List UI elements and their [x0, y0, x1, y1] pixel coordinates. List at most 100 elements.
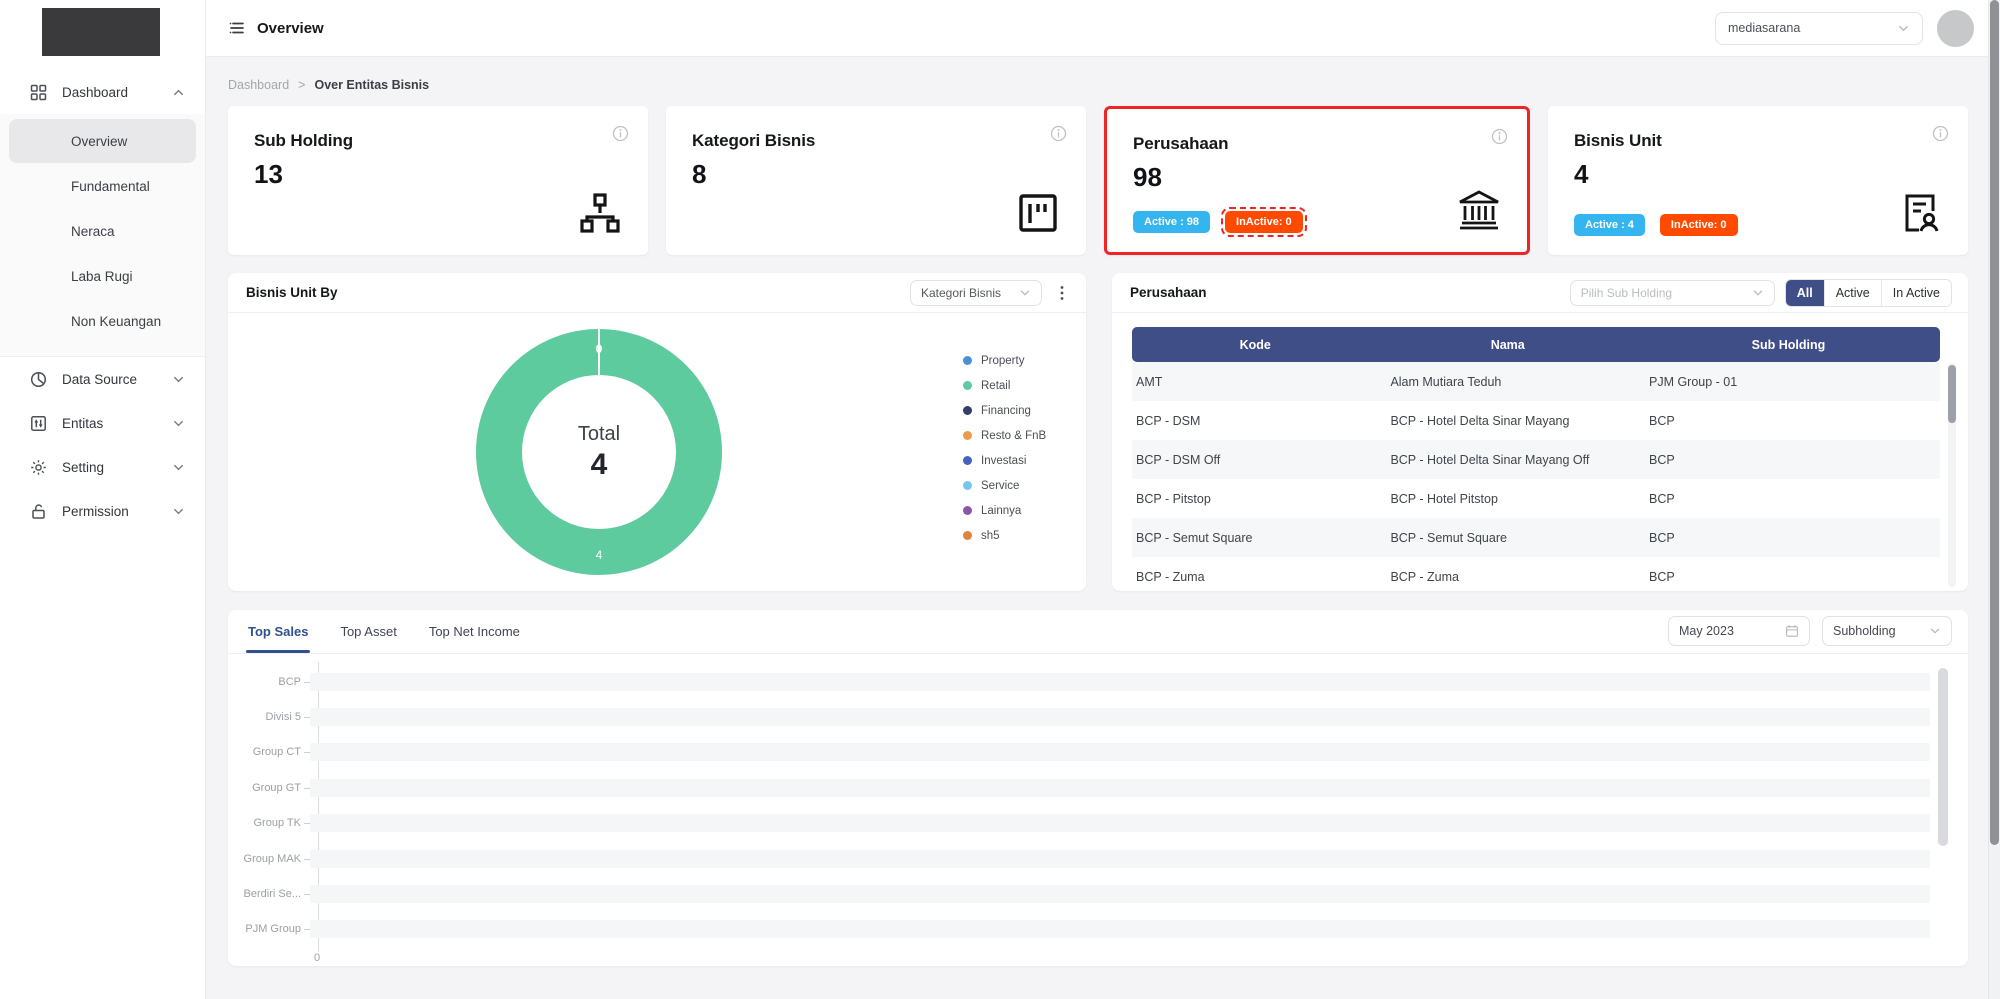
donut-chart: 0 4 Total 4 — [476, 329, 722, 575]
sidebar-item-overview[interactable]: Overview — [9, 119, 196, 163]
info-icon[interactable] — [1050, 125, 1067, 142]
gear-icon — [30, 459, 47, 476]
sidebar-item-fundamental[interactable]: Fundamental — [71, 178, 150, 194]
table-body: AMT Alam Mutiara Teduh PJM Group - 01 BCP -… — [1132, 362, 1940, 596]
table-cell: PJM Group - 01 — [1648, 374, 1738, 389]
avatar[interactable] — [1937, 9, 1974, 47]
tenant-select[interactable]: mediasarana — [1715, 11, 1923, 45]
table-row[interactable]: BCP - DSM BCP - Hotel Delta Sinar Mayang B… — [1132, 401, 1940, 440]
stat-card-value: 8 — [692, 159, 707, 189]
stat-cards-row: Sub Holding 13 Kategori Bisnis 8 Perusahaan 9… — [228, 106, 1968, 255]
active-badge: Active : 98 — [1133, 211, 1211, 233]
table-row[interactable]: BCP - Pitstop BCP - Hotel Pitstop BCP — [1132, 479, 1940, 518]
legend-item-lainnya[interactable]: Lainnya — [963, 503, 1046, 518]
y-axis-line — [318, 662, 319, 952]
legend-label: Financing — [981, 404, 1031, 417]
chart-legend: Property Retail Financing Resto & FnB Invest… — [963, 353, 1046, 543]
tab-top-asset[interactable]: Top Asset — [340, 624, 397, 639]
table-row[interactable]: BCP - Semut Square BCP - Semut Square BCP — [1132, 518, 1940, 557]
sidebar-item-label: Setting — [62, 459, 105, 475]
bar-chart: BCP Divisi 5 Group CT Group GT Group TK Group… — [228, 654, 1968, 964]
legend-dot — [963, 431, 972, 440]
sidebar-menu: Dashboard Overview Fundamental Neraca Laba R… — [0, 70, 205, 533]
pilih-sub-holding-select[interactable]: Pilih Sub Holding — [1569, 279, 1775, 306]
table-scrollbar-track — [1948, 363, 1956, 587]
stat-card-sub-holding: Sub Holding 13 — [228, 106, 648, 255]
filter-in-active-button[interactable]: In Active — [1880, 279, 1951, 306]
column-header-sub-holding: Sub Holding — [1637, 338, 1940, 352]
kebab-menu-icon[interactable] — [1054, 284, 1070, 302]
table-row[interactable]: BCP - DSM Off BCP - Hotel Delta Sinar May… — [1132, 440, 1940, 479]
bar-track — [304, 743, 1930, 762]
active-badge: Active : 4 — [1574, 214, 1645, 236]
chevron-down-icon — [1752, 287, 1764, 299]
bar-track — [304, 849, 1930, 868]
info-icon[interactable] — [1491, 128, 1508, 145]
tab-top-sales[interactable]: Top Sales — [246, 610, 311, 653]
chevron-down-icon — [172, 461, 185, 474]
tab-top-net-income[interactable]: Top Net Income — [428, 624, 520, 639]
sidebar-item-label: Entitas — [62, 415, 104, 431]
sidebar-item-data-source[interactable]: Data Source — [0, 357, 205, 401]
table-scrollbar-thumb[interactable] — [1948, 365, 1956, 423]
bar-row-berdiri-se: Berdiri Se... — [228, 876, 1968, 911]
donut-center-value: 4 — [590, 447, 608, 481]
breadcrumb-root[interactable]: Dashboard — [228, 78, 290, 92]
sidebar-item-neraca[interactable]: Neraca — [71, 223, 115, 239]
info-icon[interactable] — [1932, 125, 1949, 142]
subholding-select[interactable]: Subholding — [1822, 616, 1952, 646]
chevron-down-icon — [1019, 287, 1031, 299]
bar-track — [304, 778, 1930, 797]
bar-row-divisi-5: Divisi 5 — [228, 699, 1968, 734]
legend-item-financing[interactable]: Financing — [963, 403, 1046, 418]
chart-scrollbar-thumb[interactable] — [1938, 668, 1948, 846]
org-chart-icon — [578, 191, 622, 235]
page-scrollbar-thumb[interactable] — [1990, 0, 1999, 845]
perusahaan-panel: Perusahaan Pilih Sub Holding All Active In… — [1112, 273, 1968, 591]
sidebar-item-setting[interactable]: Setting — [0, 445, 205, 489]
sidebar-item-non-keuangan[interactable]: Non Keuangan — [71, 313, 162, 329]
legend-item-investasi[interactable]: Investasi — [963, 453, 1046, 468]
breadcrumb: Dashboard > Over Entitas Bisnis — [206, 57, 1988, 92]
sidebar: Dashboard Overview Fundamental Neraca Laba R… — [0, 0, 206, 999]
bar-row-pjm-group: PJM Group — [228, 912, 1968, 947]
filter-all-button[interactable]: All — [1785, 279, 1824, 306]
lock-icon — [30, 503, 47, 520]
legend-dot — [963, 406, 972, 415]
sidebar-item-dashboard[interactable]: Dashboard — [0, 70, 205, 114]
sidebar-item-permission[interactable]: Permission — [0, 489, 205, 533]
legend-item-service[interactable]: Service — [963, 478, 1046, 493]
table-cell: BCP - DSM Off — [1136, 452, 1221, 467]
sidebar-item-entitas[interactable]: Entitas — [0, 401, 205, 445]
stat-card-badges: Active : 98 InActive: 0 — [1133, 207, 1307, 237]
table-cell: Alam Mutiara Teduh — [1390, 374, 1502, 389]
chevron-down-icon — [172, 417, 185, 430]
top-sales-panel: Top Sales Top Asset Top Net Income May 202… — [228, 610, 1968, 966]
legend-item-property[interactable]: Property — [963, 353, 1046, 368]
stat-card-title: Kategori Bisnis — [692, 131, 816, 150]
inactive-badge: InActive: 0 — [1221, 207, 1307, 237]
info-icon[interactable] — [612, 125, 629, 142]
table-cell: BCP - Pitstop — [1136, 491, 1211, 506]
sidebar-item-laba-rugi[interactable]: Laba Rugi — [71, 268, 133, 284]
month-picker[interactable]: May 2023 — [1668, 616, 1810, 646]
chevron-down-icon — [172, 505, 185, 518]
bar-category-label: Group MAK — [243, 852, 301, 865]
table-cell: AMT — [1136, 374, 1163, 389]
menu-icon[interactable] — [228, 19, 246, 37]
legend-item-retail[interactable]: Retail — [963, 378, 1046, 393]
legend-item-sh5[interactable]: sh5 — [963, 528, 1046, 543]
table-row[interactable]: BCP - Zuma BCP - Zuma BCP — [1132, 557, 1940, 596]
filter-active-button[interactable]: Active — [1823, 279, 1881, 306]
table-row[interactable]: AMT Alam Mutiara Teduh PJM Group - 01 — [1132, 362, 1940, 401]
legend-label: Investasi — [981, 454, 1027, 467]
legend-dot — [963, 356, 972, 365]
topbar: Overview mediasarana — [206, 0, 1988, 57]
kategori-bisnis-select[interactable]: Kategori Bisnis — [909, 279, 1042, 306]
legend-dot — [963, 481, 972, 490]
chevron-up-icon — [172, 86, 185, 99]
legend-item-resto-fnb[interactable]: Resto & FnB — [963, 428, 1046, 443]
stat-card-title: Perusahaan — [1133, 134, 1229, 153]
kategori-bisnis-select-value: Kategori Bisnis — [920, 285, 1001, 300]
table-cell: BCP - Zuma — [1136, 569, 1205, 584]
